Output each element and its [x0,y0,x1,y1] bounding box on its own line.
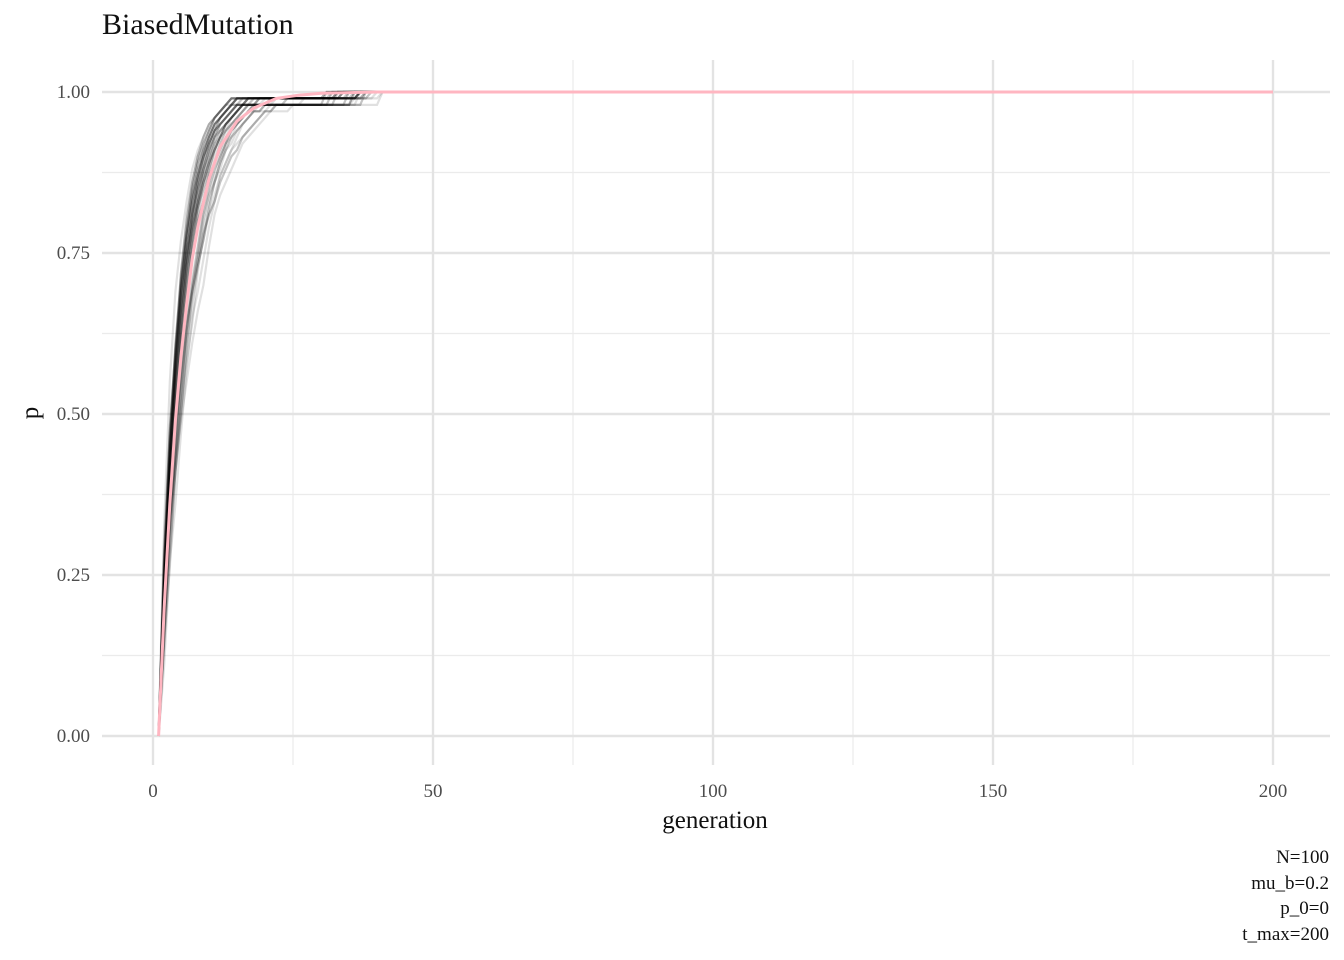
caption-line: p_0=0 [1280,898,1329,919]
caption-line: N=100 [1276,847,1329,868]
chart-title: BiasedMutation [102,8,294,41]
x-tick-label: 0 [148,781,158,802]
y-tick-label: 0.00 [57,726,90,747]
y-axis-label: p [17,407,44,420]
grid-major [102,60,1330,765]
x-tick-label: 150 [979,781,1008,802]
grid-minor [102,60,1330,765]
x-axis-ticks: 0 50 100 150 200 [148,781,1287,802]
mean-line [157,90,1273,737]
chart-caption: N=100 mu_b=0.2 p_0=0 t_max=200 [1242,845,1329,947]
x-tick-label: 200 [1259,781,1288,802]
caption-line: t_max=200 [1242,923,1329,945]
y-tick-label: 0.50 [57,404,90,425]
x-tick-label: 100 [699,781,728,802]
mean-series [157,90,1273,737]
x-axis-label: generation [662,807,768,834]
y-tick-label: 1.00 [57,82,90,103]
caption-line: mu_b=0.2 [1251,872,1329,894]
x-tick-label: 50 [424,781,443,802]
y-tick-label: 0.25 [57,565,90,586]
y-axis-ticks: 0.00 0.25 0.50 0.75 1.00 [57,82,90,747]
y-tick-label: 0.75 [57,243,90,264]
